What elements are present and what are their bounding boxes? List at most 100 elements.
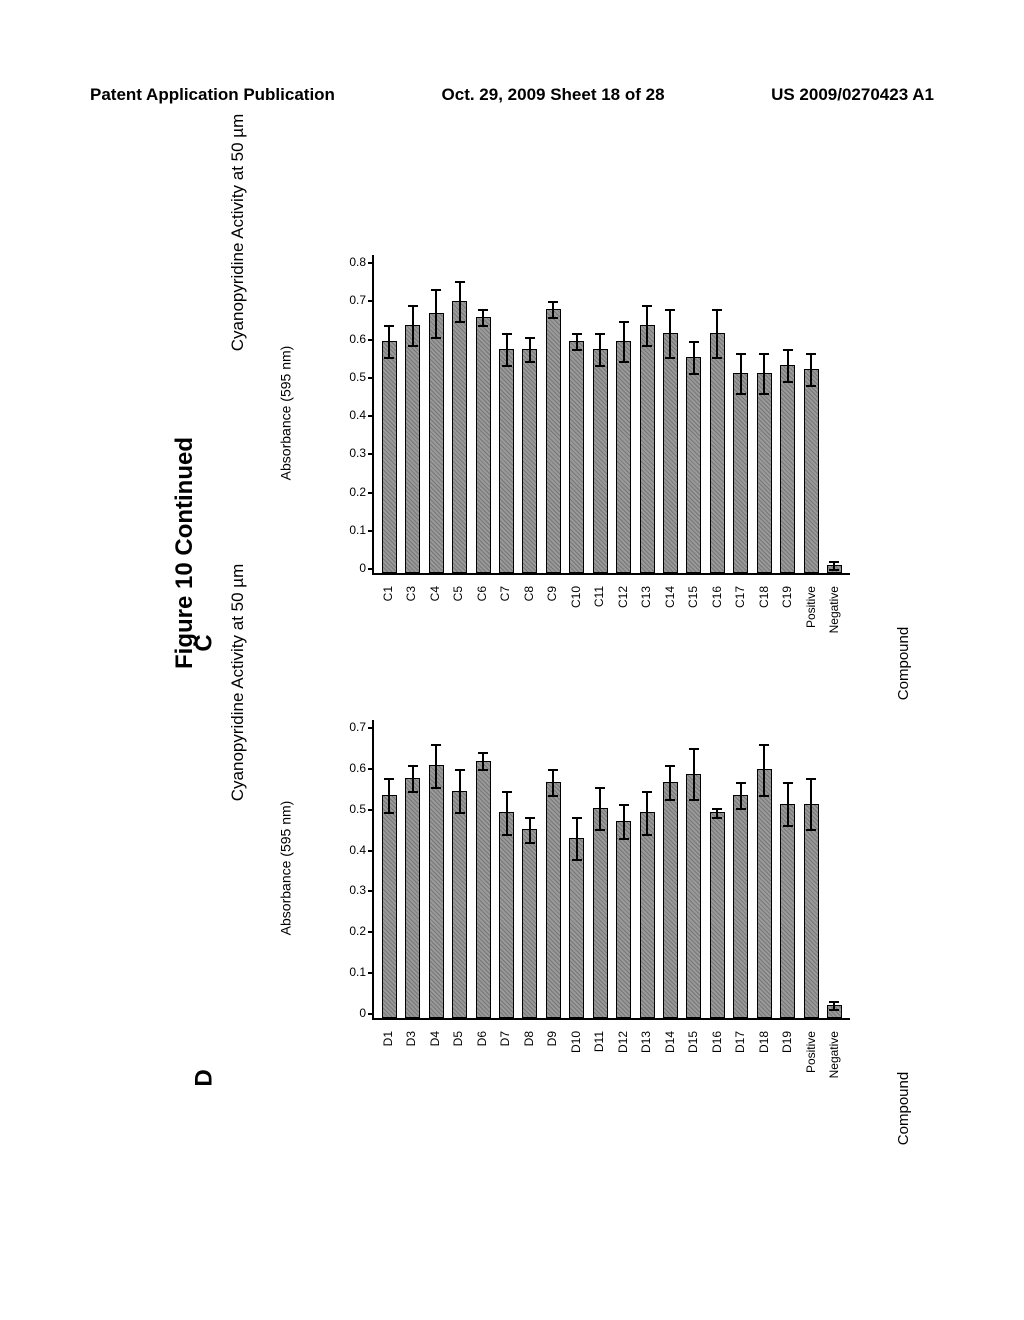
y-tick-label: 0 [342,561,366,575]
bar-group [405,778,421,1018]
bar [710,333,725,573]
bar-group [592,349,608,573]
chart-c-xlabel: Compound [895,627,912,700]
chart-panel-c: C Cyanopyridine Activity at 50 µm Absorb… [290,245,870,675]
bar [429,313,444,573]
error-bar [506,334,508,366]
error-bar [810,779,812,830]
bar [522,349,537,573]
bar-group [686,357,702,573]
bar-group [381,341,397,573]
bar-group [405,325,421,573]
bar-group [780,804,796,1018]
bar-group [499,349,515,573]
error-bar [646,306,648,346]
bar-group [686,774,702,1018]
y-tick-label: 0.3 [342,446,366,460]
error-bar [693,749,695,800]
error-bar [459,282,461,322]
bar [733,373,748,573]
bar [757,373,772,573]
y-tick-label: 0.1 [342,965,366,979]
bar-group [545,782,561,1018]
y-tick-label: 0.7 [342,293,366,307]
header-left: Patent Application Publication [90,85,335,105]
error-bar [388,779,390,813]
bar [757,769,772,1018]
chart-c-ylabel: Absorbance (595 nm) [277,346,293,481]
bar-group [592,808,608,1018]
chart-d-plot-area [372,720,850,1020]
error-bar [552,302,554,318]
error-bar [552,770,554,796]
chart-c-yticks: 00.10.20.30.40.50.60.70.8 [342,255,366,575]
error-bar [435,745,437,788]
error-bar [482,753,484,770]
error-bar [669,766,671,800]
bar-group [826,565,842,573]
chart-d-ylabel: Absorbance (595 nm) [277,801,293,936]
bar-group [522,829,538,1018]
bar-group [616,821,632,1018]
bar-group [803,369,819,573]
y-tick-label: 0 [342,1006,366,1020]
error-bar [576,334,578,350]
error-bar [482,310,484,326]
bar [429,765,444,1018]
y-tick-label: 0.3 [342,883,366,897]
bar [733,795,748,1018]
chart-c-title: Cyanopyridine Activity at 50 µm [228,114,248,352]
bar [780,804,795,1018]
bar-group [475,761,491,1018]
bar [382,341,397,573]
error-bar [412,306,414,346]
header-middle: Oct. 29, 2009 Sheet 18 of 28 [442,85,665,105]
error-bar [716,310,718,358]
bar [593,349,608,573]
chart-c-bars [374,255,850,573]
bar-group [733,373,749,573]
bar-group [639,325,655,573]
y-tick-label: 0.4 [342,408,366,422]
error-bar [693,342,695,374]
bar-group [709,812,725,1018]
bar-group [452,301,468,573]
bar-group [616,341,632,573]
bar [780,365,795,573]
bar-group [381,795,397,1018]
error-bar [716,809,718,818]
error-bar [740,354,742,394]
error-bar [833,562,835,570]
bar [452,791,467,1018]
bar [827,565,842,573]
bar [686,357,701,573]
chart-panel-d: D Cyanopyridine Activity at 50 µm Absorb… [290,710,870,1110]
error-bar [412,766,414,792]
error-bar [459,770,461,813]
bar [640,812,655,1018]
bar-group [662,333,678,573]
bar [663,333,678,573]
error-bar [646,792,648,835]
panel-letter-c: C [191,634,219,651]
bar [804,804,819,1018]
error-bar [833,1002,835,1011]
bar [616,821,631,1018]
y-tick-label: 0.2 [342,924,366,938]
bar-group [545,309,561,573]
bar [499,349,514,573]
bar-group [499,812,515,1018]
error-bar [529,818,531,844]
bar [686,774,701,1018]
bar [616,341,631,573]
error-bar [740,783,742,809]
chart-d-title: Cyanopyridine Activity at 50 µm [228,564,248,802]
bar [827,1005,842,1018]
bar-group [662,782,678,1018]
error-bar [506,792,508,835]
y-tick-label: 0.6 [342,332,366,346]
bar-group [452,791,468,1018]
bar-group [569,838,585,1018]
document-header: Patent Application Publication Oct. 29, … [0,85,1024,105]
error-bar [435,290,437,338]
